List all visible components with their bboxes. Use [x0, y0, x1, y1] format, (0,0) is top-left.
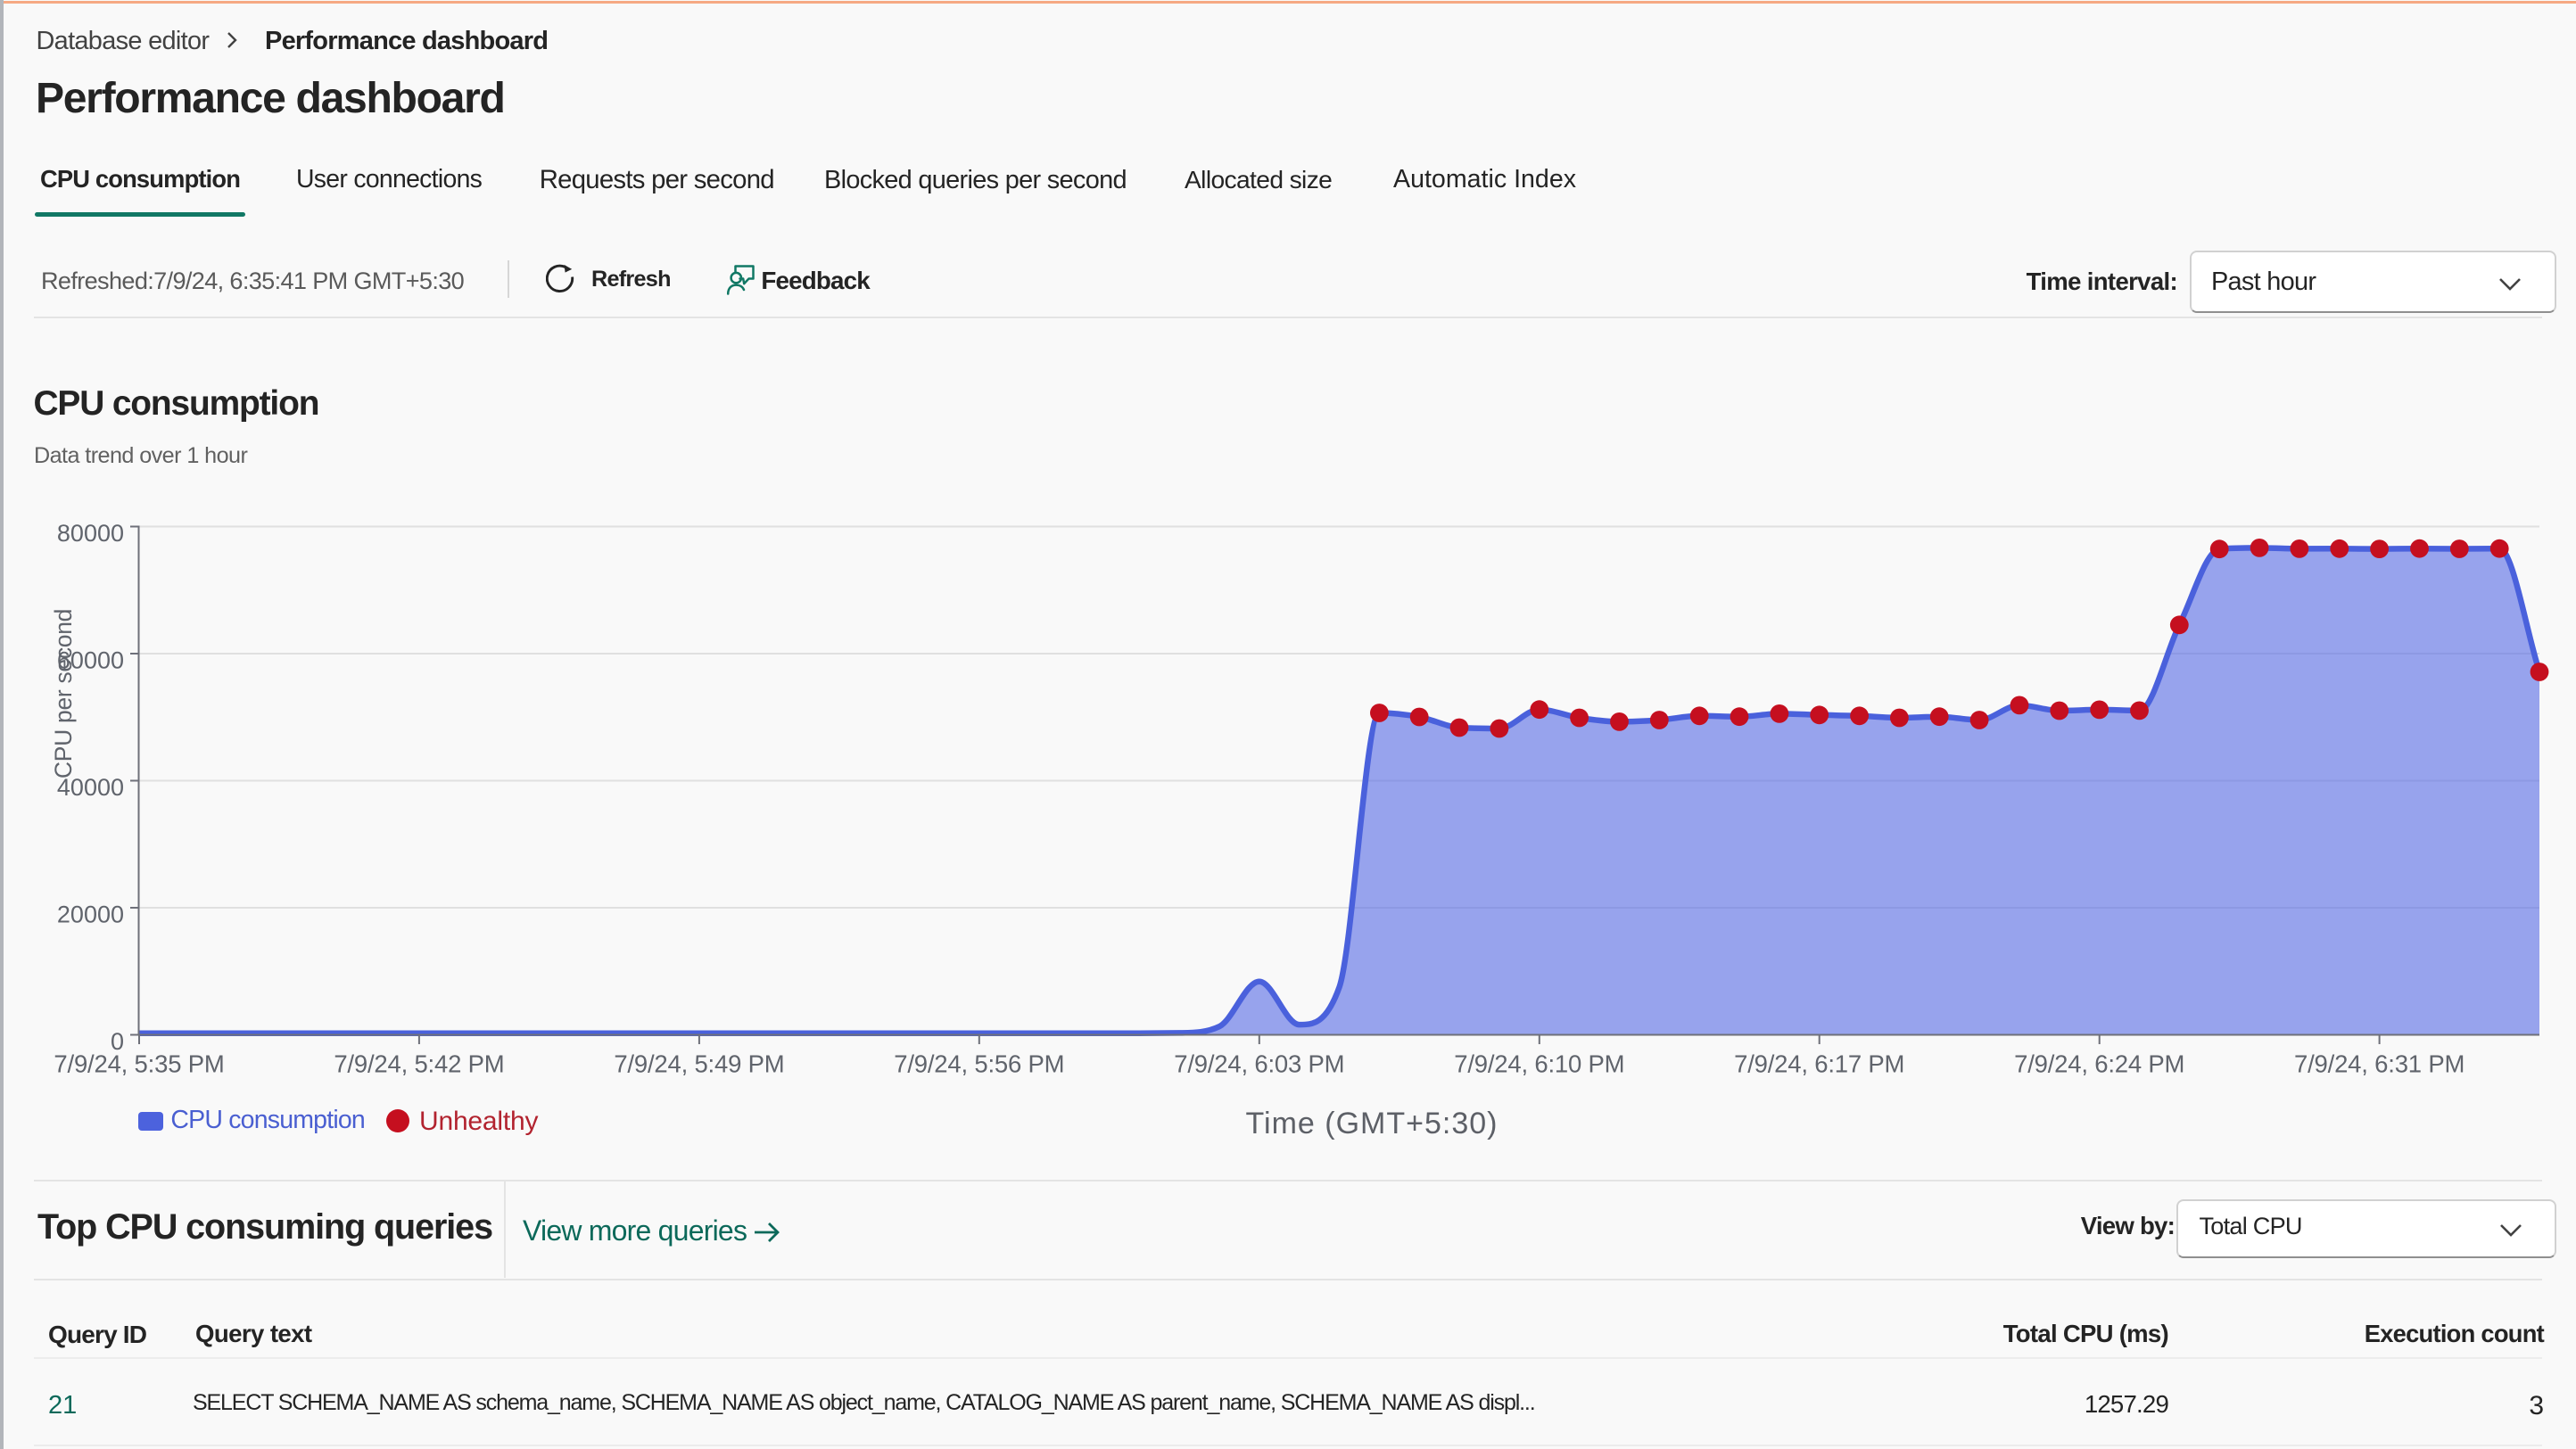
- svg-text:7/9/24, 6:17 PM: 7/9/24, 6:17 PM: [1734, 1050, 1904, 1078]
- svg-text:7/9/24, 6:10 PM: 7/9/24, 6:10 PM: [1454, 1050, 1624, 1078]
- svg-text:20000: 20000: [57, 902, 124, 928]
- svg-text:7/9/24, 5:49 PM: 7/9/24, 5:49 PM: [614, 1050, 784, 1078]
- svg-text:7/9/24, 6:03 PM: 7/9/24, 6:03 PM: [1174, 1050, 1344, 1078]
- svg-text:7/9/24, 5:35 PM: 7/9/24, 5:35 PM: [54, 1050, 224, 1078]
- svg-text:60000: 60000: [57, 647, 124, 674]
- svg-text:7/9/24, 5:42 PM: 7/9/24, 5:42 PM: [334, 1050, 504, 1078]
- svg-text:80000: 80000: [57, 520, 124, 547]
- svg-text:CPU per second: CPU per second: [50, 609, 77, 778]
- svg-text:7/9/24, 6:24 PM: 7/9/24, 6:24 PM: [2014, 1050, 2184, 1078]
- svg-text:7/9/24, 6:31 PM: 7/9/24, 6:31 PM: [2294, 1050, 2465, 1078]
- svg-text:7/9/24, 5:56 PM: 7/9/24, 5:56 PM: [894, 1050, 1064, 1078]
- svg-text:0: 0: [111, 1028, 124, 1055]
- svg-text:40000: 40000: [57, 774, 124, 801]
